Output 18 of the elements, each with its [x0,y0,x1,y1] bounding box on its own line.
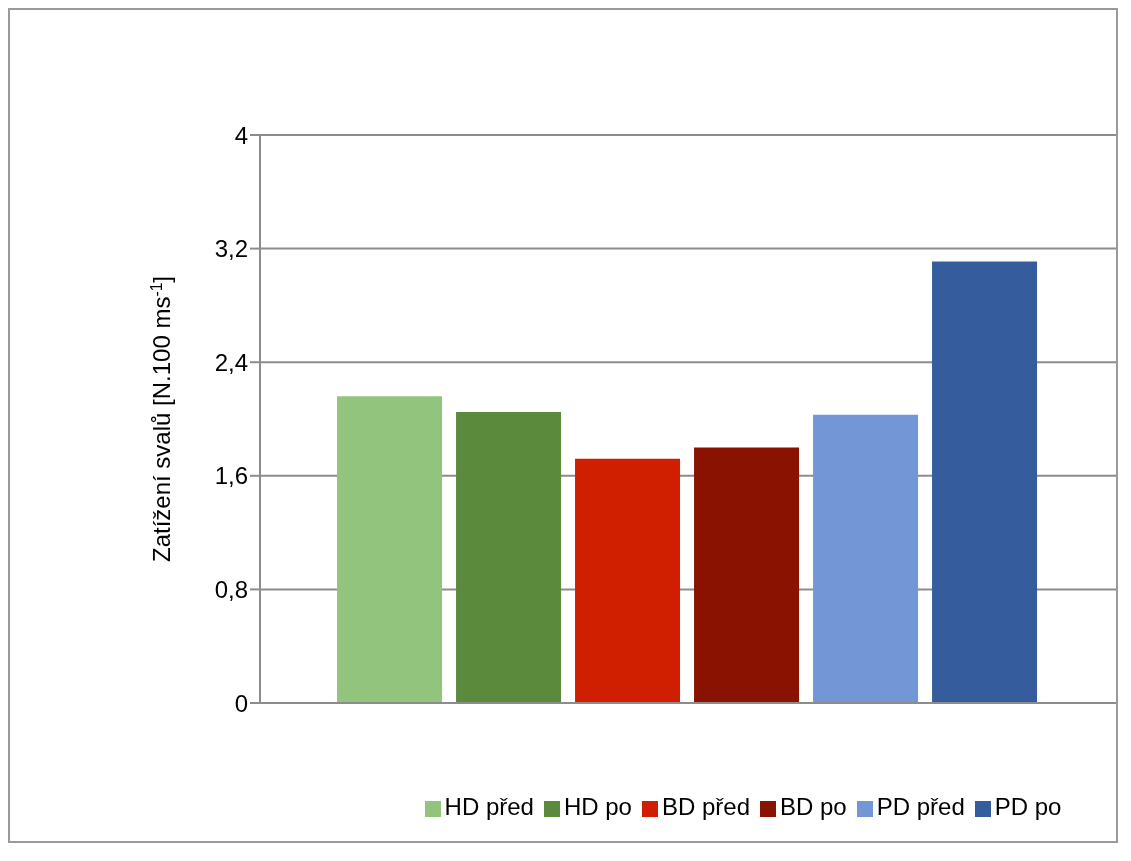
bar [932,261,1038,703]
y-tick-label: 2,4 [214,348,248,376]
legend-label: HD před [444,793,534,820]
legend-label: PD po [994,793,1062,820]
bar [694,447,800,703]
y-tick-label: 3,2 [214,235,248,263]
y-tick-label: 0,8 [214,575,248,603]
y-tick-label: 1,6 [214,462,248,490]
bar [575,458,681,703]
bar [813,414,919,703]
y-tick-label: 0 [234,689,248,717]
legend-label: PD před [876,793,965,820]
legend-label: BD po [780,793,847,820]
y-tick-label: 4 [234,121,248,149]
legend-label: HD po [563,793,632,820]
bar [337,396,443,703]
bar [456,411,562,703]
legend-label: BD před [661,793,750,820]
